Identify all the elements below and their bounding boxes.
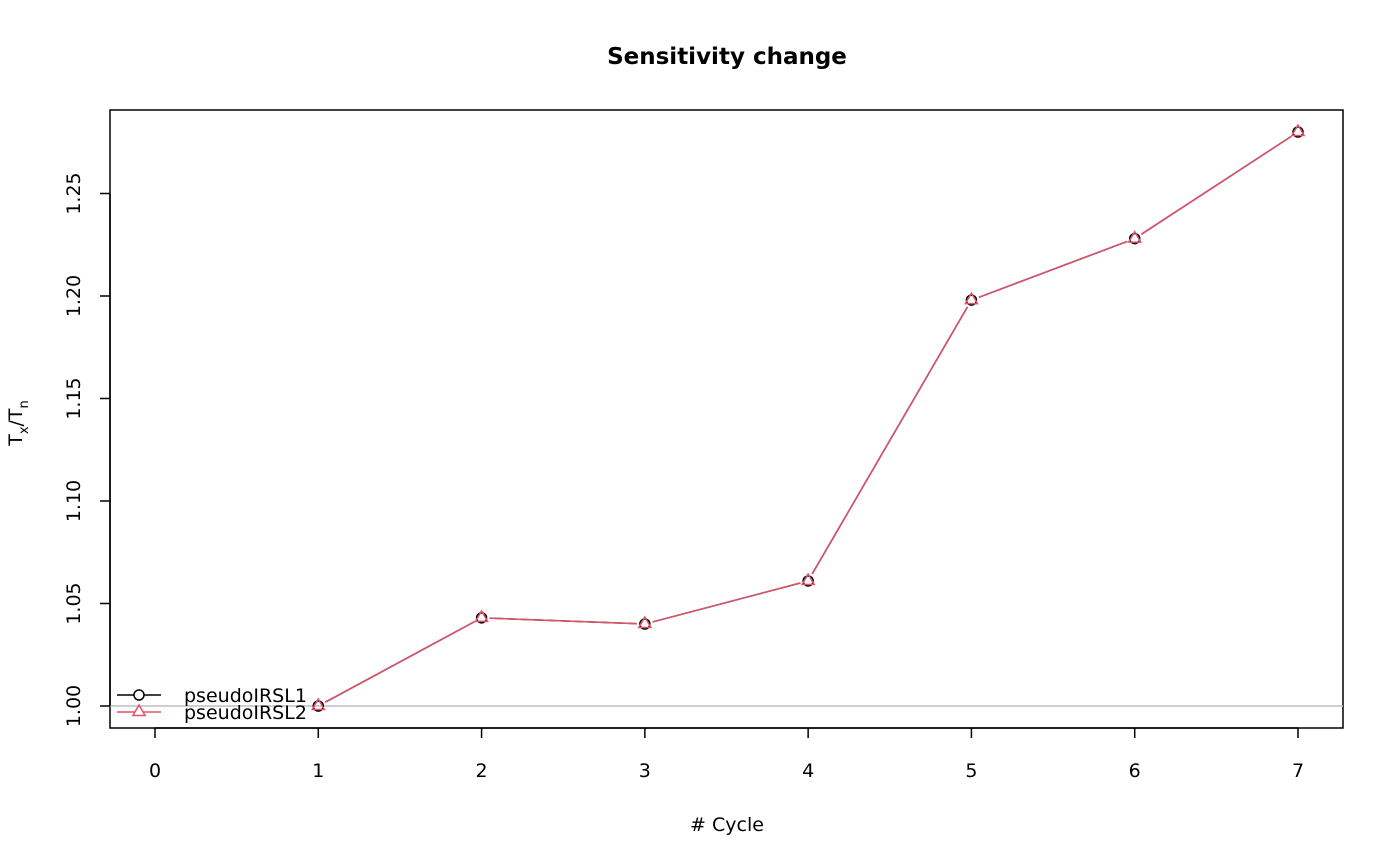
data-point bbox=[1128, 232, 1141, 245]
y-tick-label: 1.25 bbox=[63, 172, 85, 214]
data-point bbox=[312, 700, 325, 712]
legend-label: pseudoIRSL1 bbox=[184, 685, 307, 707]
data-point bbox=[310, 697, 326, 711]
data-point bbox=[639, 618, 651, 630]
y-tick-label: 1.20 bbox=[63, 275, 85, 317]
data-point bbox=[965, 294, 978, 306]
x-axis: 0 1 2 3 4 5 6 7 bbox=[149, 727, 1304, 782]
series-line-segment bbox=[652, 582, 801, 623]
data-point bbox=[475, 612, 488, 624]
data-point bbox=[1290, 123, 1306, 137]
x-tick-label: 7 bbox=[1292, 760, 1304, 782]
data-point bbox=[800, 572, 816, 586]
y-axis: 1.00 1.05 1.10 1.15 1.20 1.25 bbox=[63, 172, 111, 727]
y-tick-label: 1.00 bbox=[63, 685, 85, 727]
y-tick-label: 1.05 bbox=[63, 582, 85, 624]
y-label-slash: /T bbox=[5, 408, 27, 426]
y-label-sub-n: n bbox=[17, 400, 32, 408]
y-tick-label: 1.15 bbox=[63, 377, 85, 419]
legend-marker bbox=[131, 703, 147, 717]
legend-item: pseudoIRSL1 bbox=[117, 685, 307, 707]
x-axis-label: # Cycle bbox=[690, 814, 764, 836]
x-tick-label: 2 bbox=[476, 760, 488, 782]
x-tick-label: 6 bbox=[1129, 760, 1141, 782]
series-layer bbox=[310, 123, 1306, 712]
series-line-segment bbox=[324, 620, 475, 703]
legend-item: pseudoIRSL2 bbox=[117, 702, 307, 724]
data-point bbox=[474, 609, 489, 623]
x-tick-label: 4 bbox=[802, 760, 814, 782]
legend-marker bbox=[133, 689, 145, 701]
data-point bbox=[637, 615, 653, 629]
series-line-segment bbox=[811, 306, 969, 575]
chart-title: Sensitivity change bbox=[607, 44, 847, 70]
x-tick-label: 5 bbox=[965, 760, 977, 782]
series-line-segment bbox=[978, 240, 1128, 298]
plot-frame bbox=[109, 109, 1344, 729]
y-label-main: T bbox=[5, 434, 27, 447]
y-tick-label: 1.10 bbox=[63, 480, 85, 522]
series-pseudoIRSL1 bbox=[312, 126, 1304, 712]
y-axis-label: Tx/Tn bbox=[5, 400, 32, 447]
legend-label: pseudoIRSL2 bbox=[184, 702, 307, 724]
x-tick-label: 0 bbox=[149, 760, 161, 782]
data-point bbox=[802, 575, 814, 587]
series-pseudoIRSL2 bbox=[310, 123, 1306, 711]
data-point bbox=[1292, 126, 1304, 138]
series-line-segment bbox=[489, 617, 637, 625]
series-line-segment bbox=[1141, 135, 1292, 235]
data-point bbox=[1127, 230, 1143, 243]
x-tick-label: 3 bbox=[639, 760, 651, 782]
data-point bbox=[964, 291, 979, 305]
y-label-sub-x: x bbox=[17, 426, 32, 434]
x-tick-label: 1 bbox=[312, 760, 324, 782]
